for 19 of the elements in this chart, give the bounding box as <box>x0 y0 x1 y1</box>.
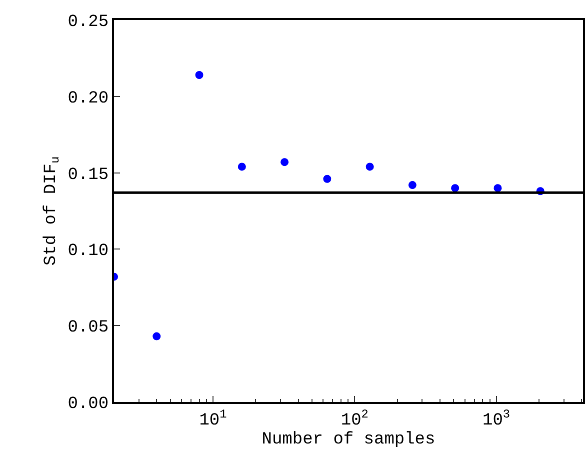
y-tick-label: 0.25 <box>68 12 109 32</box>
x-tick-label: 10$^{3}$ <box>482 407 510 430</box>
point <box>366 162 374 171</box>
point <box>451 184 460 192</box>
point <box>408 181 416 190</box>
y-tick-label: 0.05 <box>68 318 109 338</box>
point <box>494 184 502 192</box>
x-axis-title: Number of samples <box>262 430 436 450</box>
y-tick-label: 0.10 <box>68 242 109 262</box>
point <box>152 332 161 340</box>
point <box>280 158 289 166</box>
y-tick-label: 0.20 <box>68 89 109 108</box>
point <box>238 162 246 171</box>
point <box>195 71 204 80</box>
x-tick-label: 10$^{1}$ <box>199 407 227 430</box>
x-tick-label: 10$^{2}$ <box>340 407 368 430</box>
y-tick-label: 0.15 <box>68 166 109 185</box>
point <box>323 174 332 183</box>
y-tick-label: 0.00 <box>68 394 109 414</box>
